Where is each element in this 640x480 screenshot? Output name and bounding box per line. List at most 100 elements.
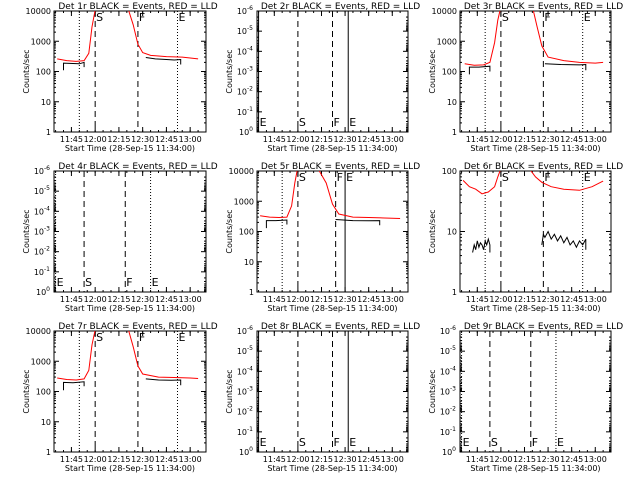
x-axis-label: Start Time (28-Sep-15 11:34:00) [470, 304, 600, 313]
y-axis-label: Counts/sec [225, 369, 234, 413]
lld-curve [57, 331, 199, 381]
y-tick-label: 1000 [31, 357, 51, 366]
y-tick-label: 10-5 [34, 185, 50, 196]
y-tick-label: 10-4 [34, 205, 50, 216]
y-tick-label: 10 [447, 228, 457, 237]
x-tick-label: 12:45 [155, 135, 178, 144]
panel-title: Det 7r BLACK = Events, RED = LLD [58, 322, 217, 332]
panel-7: Det 7r BLACK = Events, RED = LLD 1 10 100 10… [22, 322, 218, 473]
events-curve [145, 378, 182, 386]
x-tick-label: 12:00 [84, 295, 107, 304]
x-axis-label: Start Time (28-Sep-15 11:34:00) [267, 464, 397, 473]
lld-curve [260, 171, 298, 219]
x-axis-label: Start Time (28-Sep-15 11:34:00) [470, 464, 600, 473]
x-tick-label: 12:45 [357, 455, 380, 464]
x-tick-label: 12:15 [107, 295, 130, 304]
y-tick-label: 10000 [26, 327, 51, 336]
y-tick-label: 100 [239, 126, 253, 137]
x-tick-label: 11:45 [60, 455, 83, 464]
events-curve [541, 230, 587, 250]
panel-4: Det 4r BLACK = Events, RED = LLD 100 10-1 1… [22, 162, 218, 313]
y-tick-label: 10-2 [237, 86, 253, 97]
marker-label: F [544, 171, 550, 184]
marker-label: E [179, 11, 186, 24]
y-axis-label: Counts/sec [22, 369, 31, 413]
x-tick-label: 13:00 [179, 135, 202, 144]
x-tick-label: 12:00 [489, 135, 512, 144]
marker-label: F [544, 11, 550, 24]
y-tick-label: 1 [46, 128, 51, 137]
x-tick-label: 13:00 [179, 295, 202, 304]
x-axis-label: Start Time (28-Sep-15 11:34:00) [65, 304, 195, 313]
y-axis-label: Counts/sec [22, 49, 31, 93]
y-tick-label: 1 [452, 128, 457, 137]
x-axis-label: Start Time (28-Sep-15 11:34:00) [267, 304, 397, 313]
y-tick-label: 10-4 [237, 45, 253, 56]
marker-label: F [532, 436, 538, 449]
plot-frame [459, 170, 612, 293]
x-tick-label: 12:00 [286, 135, 309, 144]
x-tick-label: 11:45 [466, 455, 489, 464]
x-axis-label: Start Time (28-Sep-15 11:34:00) [65, 144, 195, 153]
y-tick-label: 10-5 [237, 25, 253, 36]
plot-frame [53, 330, 207, 453]
events-curve [145, 57, 182, 65]
marker-label: E [557, 436, 564, 449]
x-tick-label: 13:00 [179, 455, 202, 464]
x-tick-label: 11:45 [466, 135, 489, 144]
marker-label: F [139, 11, 145, 24]
y-tick-label: 10000 [26, 7, 51, 16]
marker-label: E [349, 116, 356, 129]
x-tick-label: 12:30 [537, 455, 560, 464]
panel-title: Det 9r BLACK = Events, RED = LLD [464, 322, 623, 332]
x-tick-label: 12:00 [489, 455, 512, 464]
y-tick-label: 1 [249, 288, 254, 297]
x-tick-label: 12:45 [560, 455, 583, 464]
x-tick-label: 11:45 [263, 455, 286, 464]
marker-label: E [57, 276, 64, 289]
x-tick-label: 12:00 [286, 455, 309, 464]
y-tick-label: 10-1 [237, 426, 253, 437]
y-tick-label: 10-4 [440, 365, 456, 376]
y-tick-label: 10-2 [34, 246, 50, 257]
y-axis-label: Counts/sec [428, 209, 437, 253]
x-tick-label: 12:45 [155, 455, 178, 464]
y-tick-label: 100 [442, 446, 456, 457]
x-tick-label: 12:00 [489, 295, 512, 304]
y-tick-label: 10000 [229, 167, 254, 176]
y-tick-label: 10-6 [237, 5, 253, 16]
x-tick-label: 12:15 [310, 455, 333, 464]
x-tick-label: 12:30 [537, 135, 560, 144]
y-tick-label: 100 [36, 286, 50, 297]
lld-curve [462, 171, 501, 195]
marker-label: S [96, 11, 103, 24]
panel-title: Det 3r BLACK = Events, RED = LLD [464, 2, 623, 12]
x-tick-label: 13:00 [381, 135, 404, 144]
panel-title: Det 2r BLACK = Events, RED = LLD [261, 2, 420, 12]
marker-label: E [349, 436, 356, 449]
marker-label: F [334, 436, 340, 449]
x-tick-label: 13:00 [584, 455, 607, 464]
x-axis-label: Start Time (28-Sep-15 11:34:00) [267, 144, 397, 153]
marker-label: S [502, 11, 509, 24]
panel-title: Det 5r BLACK = Events, RED = LLD [261, 162, 420, 172]
x-tick-label: 11:45 [263, 135, 286, 144]
marker-label: F [334, 116, 340, 129]
y-tick-label: 10000 [432, 7, 457, 16]
events-curve [63, 381, 85, 391]
y-tick-label: 10 [447, 98, 457, 107]
y-tick-label: 100 [442, 68, 457, 77]
x-tick-label: 12:45 [357, 135, 380, 144]
marker-label: E [584, 11, 591, 24]
events-curve [472, 237, 491, 253]
x-tick-label: 12:15 [513, 455, 536, 464]
x-tick-label: 12:00 [286, 295, 309, 304]
marker-label: E [463, 436, 470, 449]
y-tick-label: 10-1 [34, 266, 50, 277]
panel-title: Det 4r BLACK = Events, RED = LLD [58, 162, 217, 172]
panel-6: Det 6r BLACK = Events, RED = LLD 1 10 100 11… [428, 162, 623, 313]
x-tick-label: 12:15 [107, 455, 130, 464]
lld-curve [464, 11, 501, 66]
panel-3: Det 3r BLACK = Events, RED = LLD 1 10 100 10… [428, 2, 623, 153]
y-tick-label: 10-3 [237, 386, 253, 397]
